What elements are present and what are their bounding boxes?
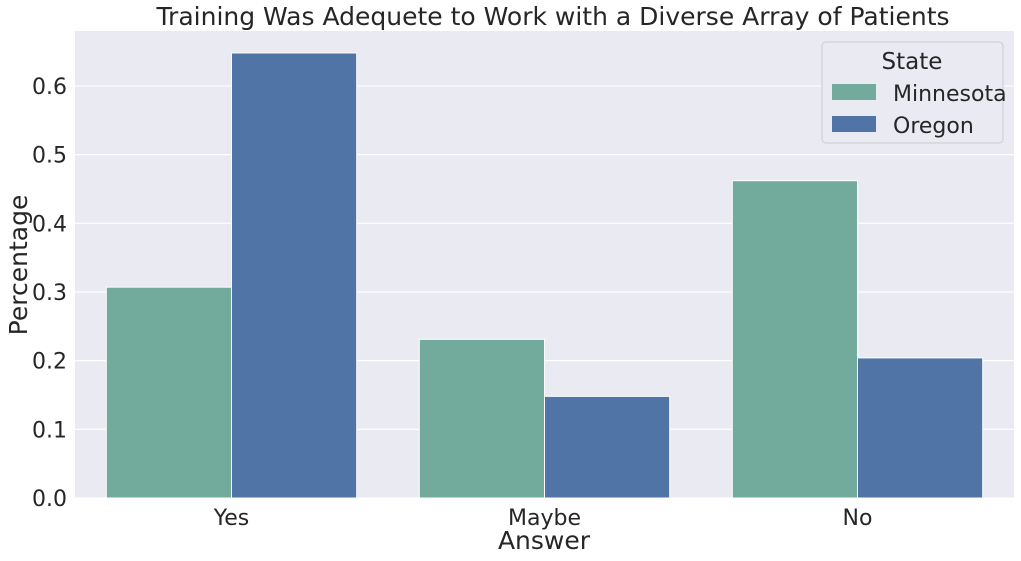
y-tick-label: 0.3 bbox=[32, 281, 67, 306]
y-tick-labels: 0.0 0.1 0.2 0.3 0.4 0.5 0.6 bbox=[32, 75, 67, 512]
y-tick-label: 0.1 bbox=[32, 418, 67, 443]
y-tick-label: 0.4 bbox=[32, 212, 67, 237]
chart-title: Training Was Adequete to Work with a Div… bbox=[155, 2, 949, 31]
y-tick-label: 0.0 bbox=[32, 487, 67, 512]
legend-title: State bbox=[882, 49, 943, 75]
x-tick-label: Yes bbox=[213, 506, 250, 531]
x-tick-label: No bbox=[843, 506, 873, 531]
x-axis-label: Answer bbox=[498, 526, 591, 555]
legend-swatch-oregon bbox=[832, 116, 876, 132]
y-axis-label: Percentage bbox=[4, 195, 33, 336]
bars bbox=[105, 52, 984, 499]
legend-swatch-minnesota bbox=[832, 84, 876, 100]
bar-minnesota-maybe bbox=[418, 338, 545, 499]
legend-label-oregon: Oregon bbox=[893, 114, 974, 139]
y-tick-label: 0.2 bbox=[32, 350, 67, 375]
bar-oregon-maybe bbox=[544, 395, 671, 499]
bar-minnesota-no bbox=[731, 180, 858, 499]
y-tick-label: 0.6 bbox=[32, 75, 67, 100]
bar-oregon-no bbox=[857, 357, 984, 499]
bar-oregon-yes bbox=[231, 52, 358, 499]
legend-label-minnesota: Minnesota bbox=[893, 82, 1007, 107]
bar-minnesota-yes bbox=[105, 286, 232, 499]
y-tick-label: 0.5 bbox=[32, 144, 67, 169]
x-tick-label: Maybe bbox=[508, 506, 581, 531]
legend: State Minnesota Oregon bbox=[821, 41, 1007, 144]
x-tick-labels: Yes Maybe No bbox=[213, 506, 873, 531]
